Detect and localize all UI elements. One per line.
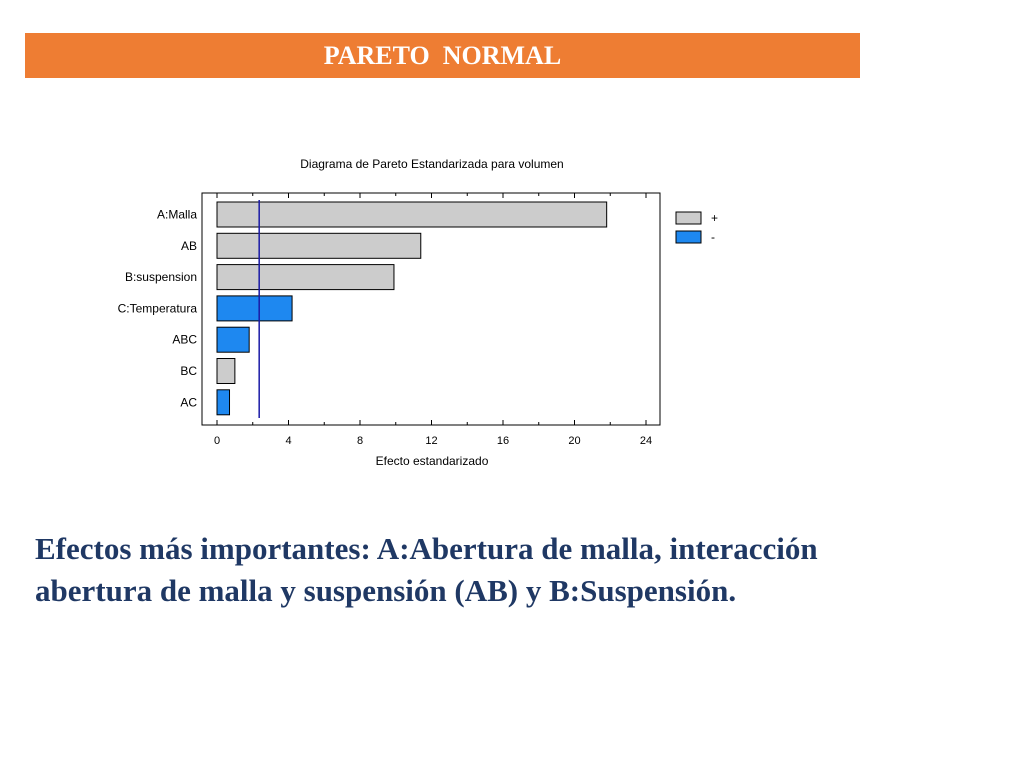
bar-a-malla [216, 201, 608, 228]
x-tick-label: 16 [497, 435, 509, 447]
x-axis-label: Efecto estandarizado [376, 454, 489, 468]
bars-layer: A:Malla AB B:suspension C:Temperatura ABC BC A… [118, 200, 608, 418]
category-label: AB [181, 239, 197, 253]
bar-ac [216, 389, 231, 416]
category-label: A:Malla [157, 208, 197, 222]
category-label: BC [180, 364, 197, 378]
legend-label: + [711, 211, 718, 225]
conclusion-text: Efectos más importantes: A:Abertura de m… [35, 528, 995, 612]
category-label: B:suspension [125, 270, 197, 284]
conclusion-line-1: Efectos más importantes: A:Abertura de m… [35, 531, 818, 566]
x-tick-label: 8 [357, 435, 363, 447]
bar-c-temperatura [216, 295, 293, 322]
legend-swatch [675, 230, 702, 244]
category-label: C:Temperatura [118, 301, 198, 315]
category-label: AC [180, 395, 197, 409]
x-tick-label: 20 [568, 435, 580, 447]
chart-title: Diagrama de Pareto Estandarizada para vo… [300, 157, 563, 171]
pareto-chart: Diagrama de Pareto Estandarizada para vo… [118, 157, 718, 468]
x-axis: 0 4 8 12 16 20 24 [214, 193, 652, 447]
conclusion-line-2: abertura de malla y suspensión (AB) y B:… [35, 573, 737, 608]
category-label: ABC [172, 333, 197, 347]
bar-b-suspension [216, 264, 395, 291]
bar-abc [216, 326, 250, 353]
slide-title: PARETO NORMAL [323, 41, 562, 70]
bar-ab [216, 232, 422, 259]
legend: +- [675, 211, 718, 244]
bar-bc [216, 358, 236, 384]
x-tick-label: 0 [214, 435, 220, 447]
x-tick-label: 4 [285, 435, 291, 447]
legend-swatch [675, 211, 702, 225]
title-banner: PARETO NORMAL [25, 33, 860, 78]
x-tick-label: 24 [640, 435, 652, 447]
legend-label: - [711, 230, 715, 244]
x-tick-label: 12 [425, 435, 437, 447]
